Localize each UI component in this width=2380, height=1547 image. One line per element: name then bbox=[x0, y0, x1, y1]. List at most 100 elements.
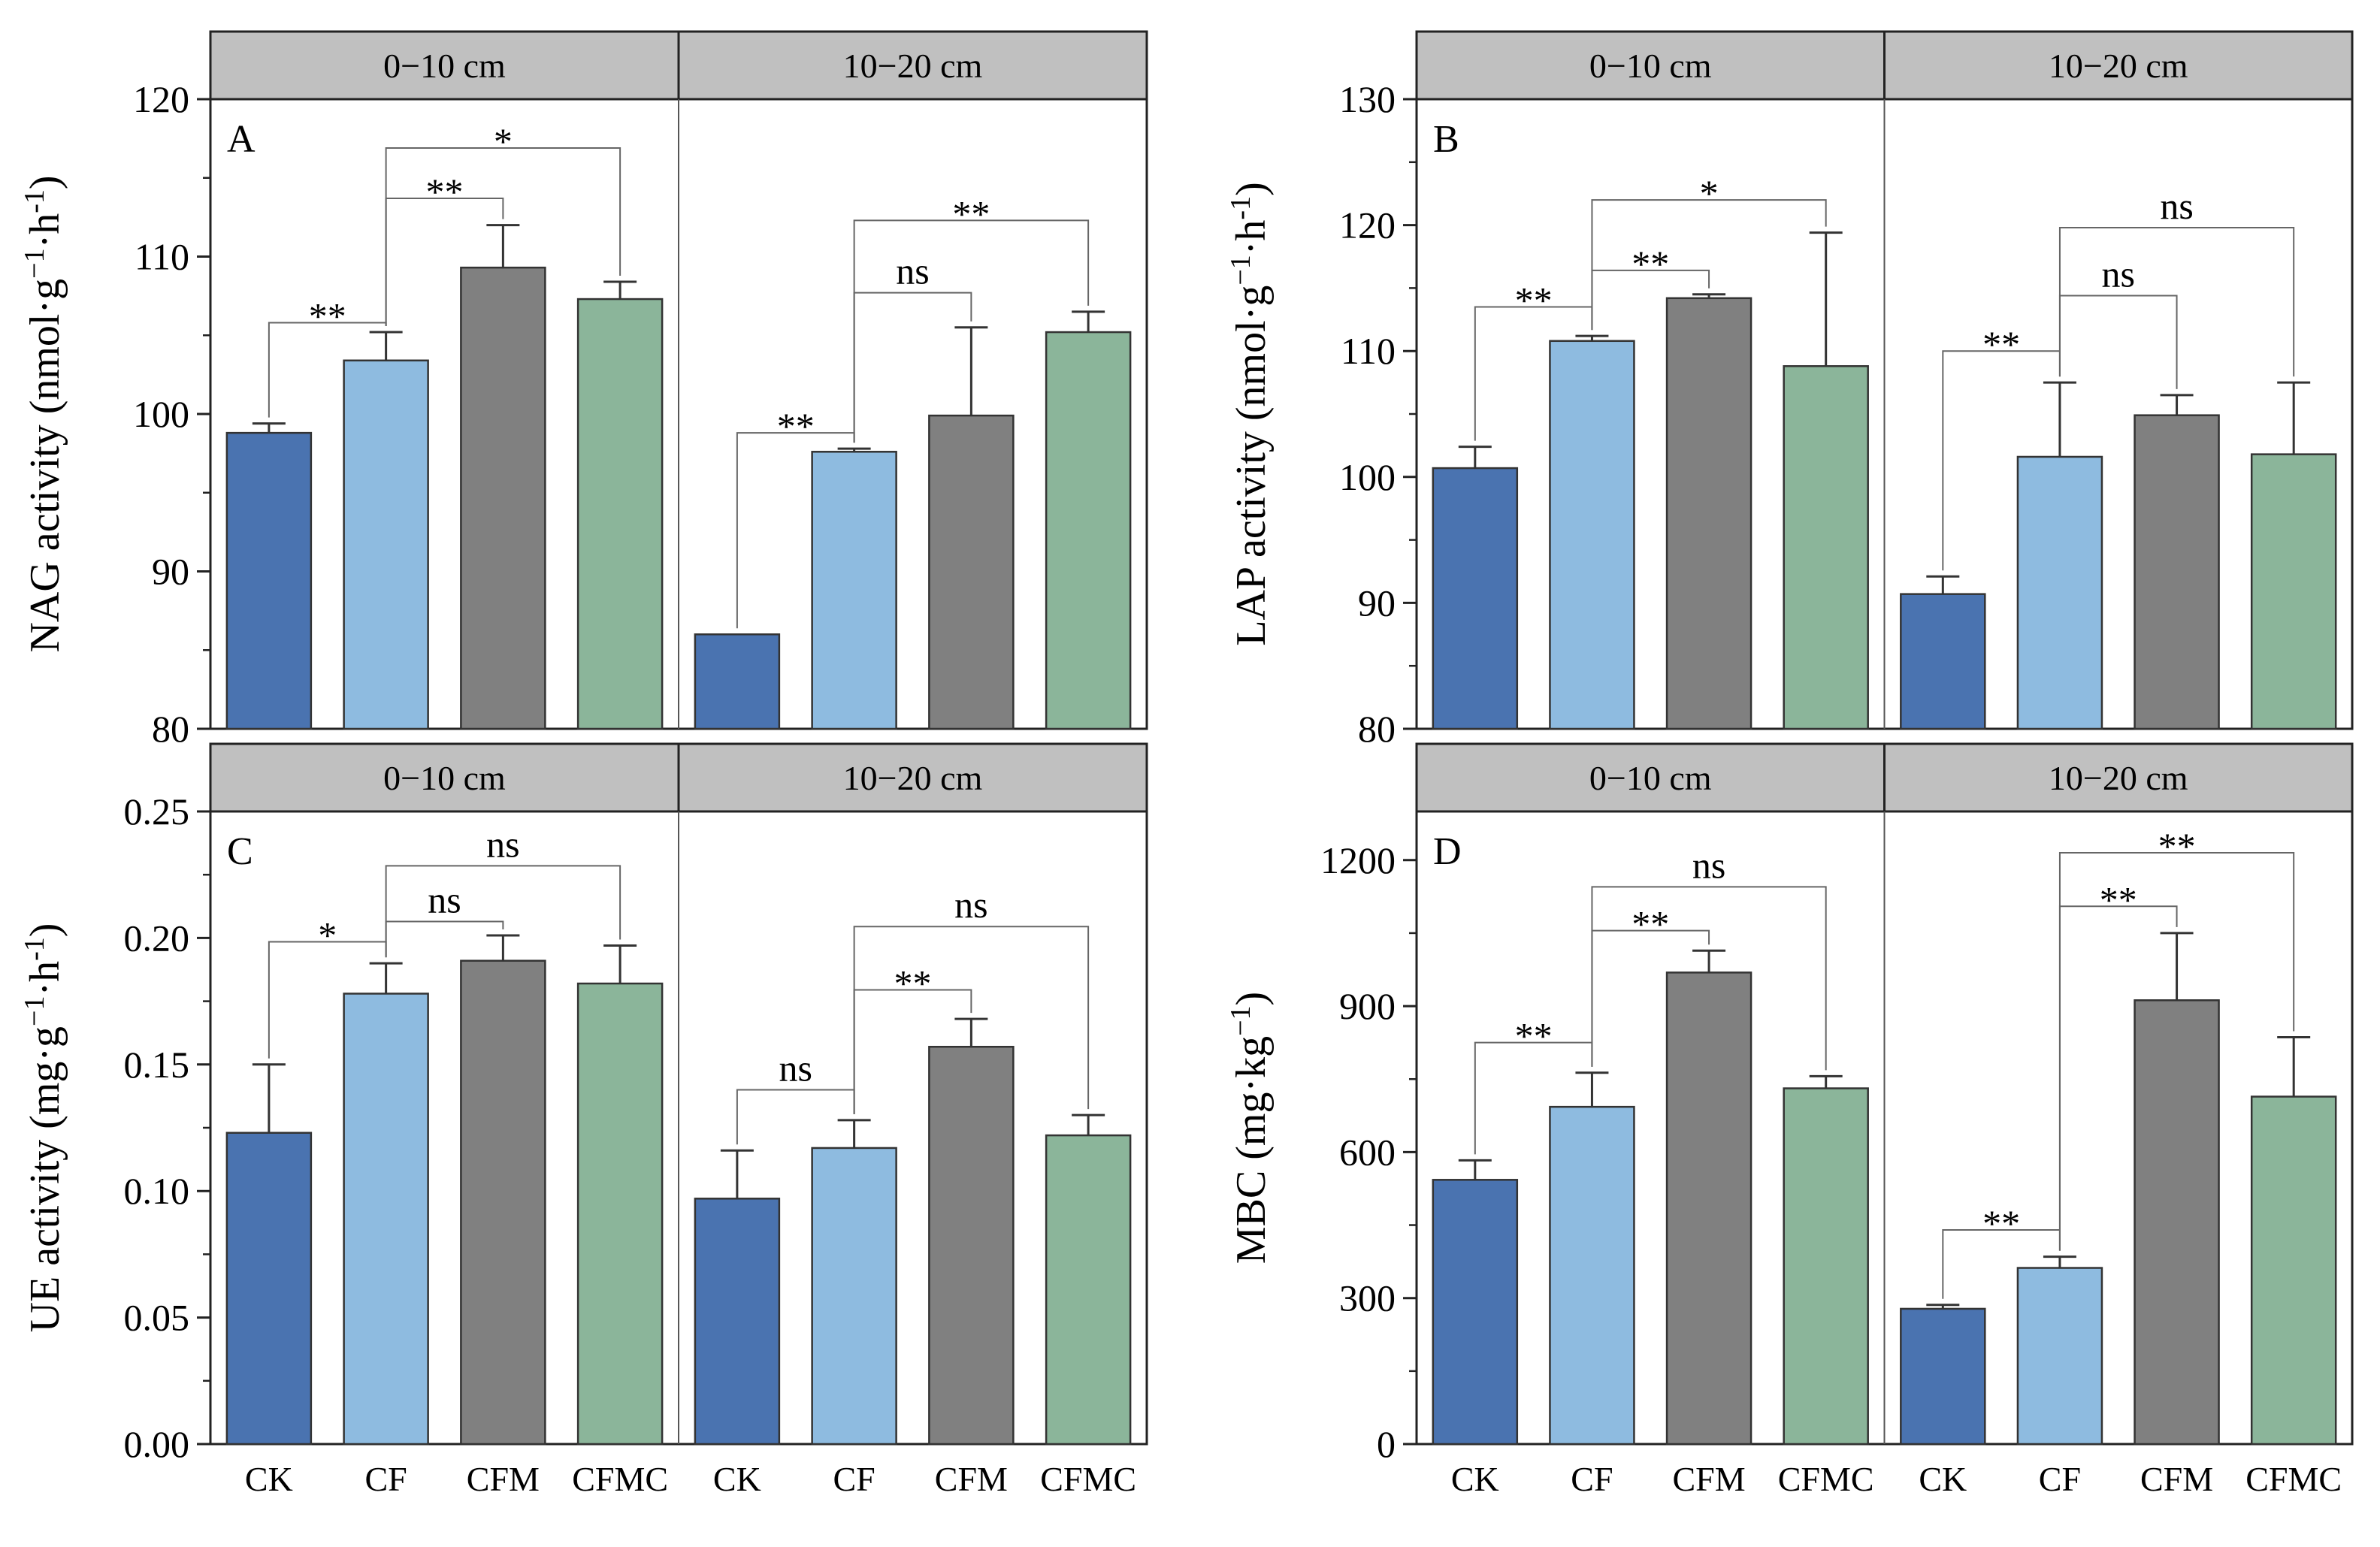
x-category-label: CK bbox=[245, 1460, 293, 1498]
significance-label: ns bbox=[428, 879, 461, 921]
comparison-bracket bbox=[1591, 886, 1827, 1071]
y-tick-label: 90 bbox=[152, 551, 189, 593]
bar-CFM bbox=[928, 414, 1015, 730]
bar-CK bbox=[1900, 593, 1986, 730]
bar-CK bbox=[694, 1198, 781, 1446]
comparison-bracket bbox=[385, 865, 621, 958]
significance-label: ** bbox=[1632, 243, 1669, 285]
y-tick-label: 0.20 bbox=[124, 917, 190, 959]
y-axis-title: NAG activity (nmol·g−1·h-1) bbox=[19, 175, 68, 652]
significance-label: ** bbox=[894, 962, 932, 1004]
bar-CFM bbox=[1665, 297, 1752, 730]
panel-D: 0−10 cm 10−20 cm 0 300 600 900 1200 D MBC (mg·kg… bbox=[1225, 742, 2354, 1498]
y-axis-title-part: -1 bbox=[1225, 196, 1257, 220]
facet-strip-2 bbox=[677, 742, 1148, 813]
bar-CFM bbox=[460, 266, 546, 730]
comparison-bracket bbox=[1591, 199, 1827, 331]
x-category-label: CK bbox=[1919, 1460, 1967, 1498]
y-axis-title: MBC (mg·kg−1) bbox=[1225, 992, 1275, 1264]
x-category-label: CK bbox=[713, 1460, 761, 1498]
y-tick-label: 80 bbox=[1358, 708, 1396, 750]
bar-CF bbox=[1549, 340, 1635, 730]
x-category-label: CF bbox=[2039, 1460, 2081, 1498]
bar-CF bbox=[811, 451, 897, 730]
significance-label: ** bbox=[1982, 1202, 2020, 1244]
y-tick-label: 120 bbox=[133, 78, 189, 120]
significance-label: ** bbox=[1515, 1015, 1553, 1057]
y-axis-title-part: ·h bbox=[22, 961, 68, 996]
bar-CFMC bbox=[1045, 331, 1132, 730]
y-tick-label: 0.10 bbox=[124, 1170, 190, 1212]
y-axis-title-part: MBC (mg·kg bbox=[1228, 1036, 1275, 1264]
panel-C: 0−10 cm 10−20 cm 0.00 0.05 0.10 0.15 0.20 0.25 C… bbox=[19, 742, 1148, 1498]
significance-label: ** bbox=[1982, 323, 2020, 365]
significance-label: ns bbox=[486, 823, 519, 865]
significance-label: ** bbox=[1632, 903, 1669, 945]
bar-CK bbox=[694, 633, 781, 730]
y-axis-title-part: ) bbox=[22, 175, 68, 189]
x-category-label: CFMC bbox=[1778, 1460, 1874, 1498]
y-tick-label: 1200 bbox=[1320, 839, 1396, 881]
y-tick-label: 0.00 bbox=[124, 1423, 190, 1465]
x-category-label: CF bbox=[364, 1460, 407, 1498]
x-category-label: CFMC bbox=[2245, 1460, 2342, 1498]
significance-label: ** bbox=[1515, 279, 1553, 322]
panel-letter: D bbox=[1433, 830, 1462, 873]
x-category-label: CK bbox=[1451, 1460, 1499, 1498]
panel-letter: B bbox=[1433, 118, 1459, 161]
y-tick-label: 110 bbox=[1341, 330, 1396, 372]
x-category-label: CFMC bbox=[572, 1460, 668, 1498]
bar-CK bbox=[1432, 467, 1519, 730]
panel-letter: A bbox=[227, 118, 256, 161]
x-category-label: CFM bbox=[935, 1460, 1008, 1498]
y-axis-title-part: ·h bbox=[1228, 220, 1275, 255]
significance-label: ** bbox=[2100, 878, 2137, 920]
bar-CFM bbox=[2134, 999, 2220, 1446]
y-tick-label: 120 bbox=[1339, 204, 1396, 246]
y-axis-title-part: -1 bbox=[19, 937, 50, 961]
y-tick-label: 0 bbox=[1377, 1423, 1396, 1465]
bar-CFM bbox=[928, 1045, 1015, 1446]
comparison-bracket bbox=[853, 219, 1090, 443]
facet-strip-label: 10−20 cm bbox=[2049, 47, 2188, 85]
facet-strip-2 bbox=[677, 30, 1148, 101]
y-tick-label: 130 bbox=[1339, 78, 1396, 120]
y-axis-title-part: -1 bbox=[19, 189, 50, 213]
bar-CF bbox=[2016, 455, 2103, 730]
bar-CK bbox=[1432, 1179, 1519, 1446]
significance-label: ** bbox=[777, 405, 815, 447]
panel-A: 0−10 cm 10−20 cm 80 90 100 110 120 A NAG activit… bbox=[19, 30, 1148, 783]
y-axis-title: LAP activity (nmol·g−1·h-1) bbox=[1225, 182, 1275, 645]
bar-CF bbox=[1549, 1105, 1635, 1446]
y-tick-label: 300 bbox=[1339, 1277, 1396, 1319]
y-axis-title-part: −1 bbox=[1225, 1005, 1257, 1035]
bar-CFMC bbox=[2250, 453, 2337, 730]
facet-strip-label: 0−10 cm bbox=[383, 759, 506, 797]
comparison-bracket bbox=[2058, 852, 2295, 1251]
y-tick-label: 100 bbox=[133, 393, 189, 435]
x-category-label: CFM bbox=[1672, 1460, 1745, 1498]
y-tick-label: 900 bbox=[1339, 985, 1396, 1027]
bar-CFMC bbox=[576, 298, 664, 730]
bar-CFMC bbox=[576, 982, 664, 1446]
x-category-label: CFMC bbox=[1040, 1460, 1136, 1498]
bar-CF bbox=[811, 1147, 897, 1446]
y-axis-title-part: ) bbox=[1228, 182, 1275, 196]
significance-label: ** bbox=[426, 171, 464, 213]
significance-label: ns bbox=[954, 884, 987, 926]
bar-CFMC bbox=[1045, 1134, 1132, 1446]
facet-strip-label: 0−10 cm bbox=[383, 47, 506, 85]
bar-CK bbox=[225, 1132, 313, 1446]
y-tick-label: 100 bbox=[1339, 456, 1396, 498]
bar-CK bbox=[225, 431, 313, 730]
significance-label: * bbox=[1700, 172, 1719, 214]
bar-CF bbox=[343, 993, 429, 1446]
x-category-label: CFM bbox=[467, 1460, 540, 1498]
facet-strip-label: 10−20 cm bbox=[843, 759, 983, 797]
bar-CFMC bbox=[2250, 1095, 2337, 1446]
y-axis-title-part: −1 bbox=[1225, 255, 1257, 285]
x-category-label: CF bbox=[1571, 1460, 1613, 1498]
y-axis-title: UE activity (mg·g−1·h-1) bbox=[19, 923, 68, 1333]
y-axis-title-part: UE activity (mg·g bbox=[22, 1026, 68, 1332]
